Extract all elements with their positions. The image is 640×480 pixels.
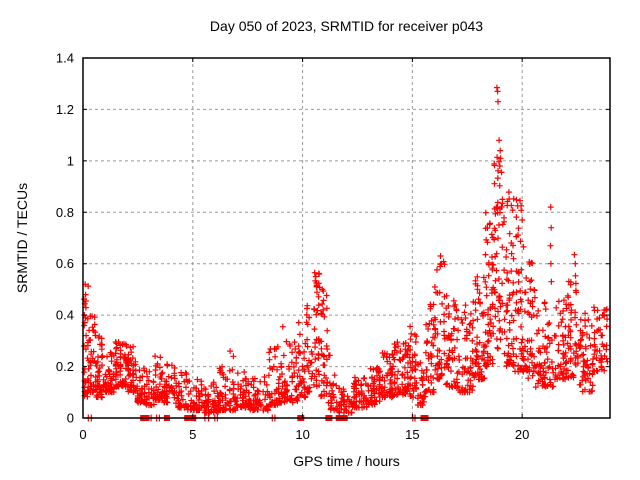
x-tick-label: 10 (295, 427, 309, 442)
y-axis-label: SRMTID / TECUs (14, 182, 30, 294)
plot-border (82, 57, 611, 419)
x-tick-label: 0 (79, 427, 86, 442)
y-tick-label: 0.4 (56, 308, 74, 323)
x-tick-label: 20 (515, 427, 529, 442)
y-tick-label: 0.8 (56, 205, 74, 220)
y-tick-label: 1.4 (56, 51, 74, 66)
y-tick-label: 0 (67, 411, 74, 426)
x-axis-label: GPS time / hours (293, 453, 400, 469)
axis-tick-marks (82, 57, 610, 419)
x-tick-label: 5 (189, 427, 196, 442)
y-tick-label: 0.6 (56, 256, 74, 271)
y-tick-label: 1.2 (56, 102, 74, 117)
chart-title: Day 050 of 2023, SRMTID for receiver p04… (209, 18, 484, 34)
y-tick-label: 1 (67, 153, 74, 168)
x-tick-label: 15 (405, 427, 419, 442)
scatter-markers (80, 84, 611, 416)
y-tick-label: 0.2 (56, 359, 74, 374)
